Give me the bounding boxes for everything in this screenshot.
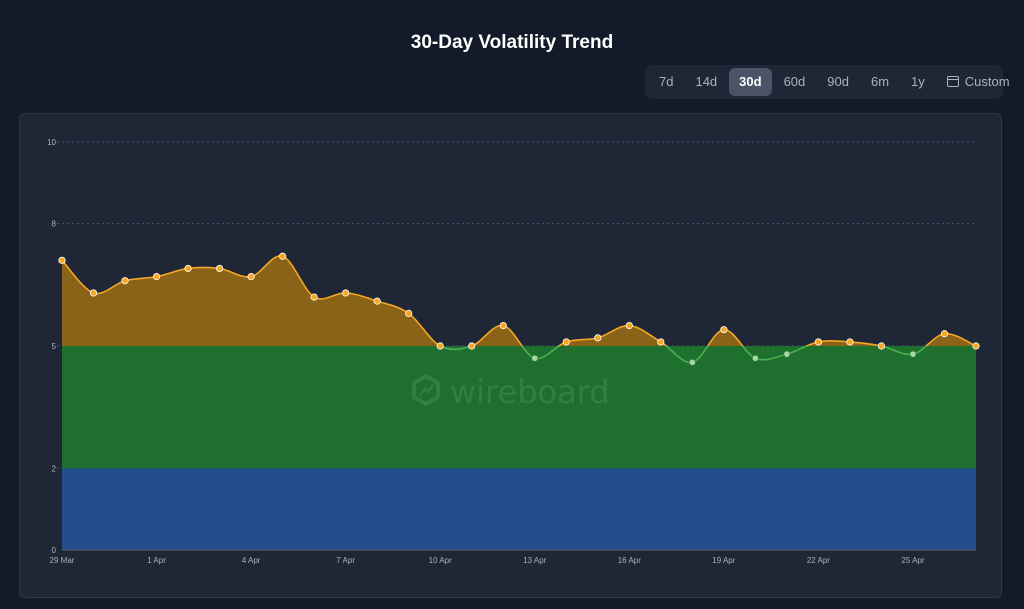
range-button-1y[interactable]: 1y	[911, 74, 925, 89]
data-point-23	[783, 350, 791, 358]
data-point-16	[562, 338, 570, 346]
data-point-29	[972, 342, 980, 350]
watermark-logo-icon	[412, 374, 440, 406]
data-point-27	[909, 350, 917, 358]
data-point-5	[215, 264, 224, 273]
data-point-22	[751, 354, 759, 362]
range-button-90d[interactable]: 90d	[827, 74, 849, 89]
data-point-1	[89, 289, 98, 297]
x-tick-label-9: 25 Apr	[901, 556, 924, 565]
data-point-9	[342, 289, 350, 297]
x-tick-label-8: 22 Apr	[807, 556, 830, 565]
custom-label: Custom	[964, 74, 1010, 89]
data-point-25	[846, 338, 854, 346]
data-point-3	[152, 273, 161, 281]
x-tick-label-7: 19 Apr	[712, 556, 735, 565]
x-tick-label-4: 10 Apr	[429, 556, 452, 565]
x-tick-label-3: 7 Apr	[336, 556, 355, 565]
y-tick-label-10: 10	[47, 138, 56, 147]
data-point-19	[657, 338, 665, 346]
data-point-0	[58, 256, 66, 264]
data-point-17	[594, 334, 602, 342]
data-point-18	[625, 321, 633, 330]
watermark-text: wireboard	[450, 373, 610, 411]
data-point-4	[184, 264, 192, 273]
range-button-14d[interactable]: 14d	[695, 74, 718, 89]
band-1	[62, 346, 976, 469]
band-0	[62, 468, 976, 550]
range-button-60d[interactable]: 60d	[783, 74, 806, 89]
data-point-8	[310, 293, 318, 301]
area-above-threshold	[62, 256, 976, 346]
data-point-10	[373, 297, 381, 305]
range-button-6m[interactable]: 6m	[870, 74, 890, 89]
calendar-icon	[946, 76, 959, 87]
range-button-30d[interactable]: 30d	[729, 68, 772, 96]
x-tick-label-0: 29 Mar	[50, 556, 75, 565]
range-selector: 7d 14d 30d 60d 90d 6m 1y Custom	[645, 65, 1010, 99]
data-point-20	[688, 358, 696, 366]
y-tick-label-2: 2	[52, 464, 57, 473]
range-button-7d[interactable]: 7d	[659, 74, 674, 89]
y-tick-label-5: 5	[52, 342, 57, 351]
data-point-21	[720, 326, 728, 334]
x-tick-label-2: 4 Apr	[242, 556, 261, 565]
data-point-7	[279, 252, 287, 260]
data-point-28	[940, 330, 949, 338]
x-tick-label-1: 1 Apr	[147, 556, 166, 565]
y-tick-label-8: 8	[52, 220, 57, 229]
data-point-6	[247, 273, 255, 281]
y-tick-label-0: 0	[52, 546, 57, 555]
x-tick-label-5: 13 Apr	[523, 556, 546, 565]
chart-title: 30-Day Volatility Trend	[410, 32, 614, 53]
x-tick-label-6: 16 Apr	[618, 556, 641, 565]
data-point-2	[121, 277, 129, 285]
data-point-12	[436, 342, 444, 350]
watermark-logo-line-icon	[419, 384, 435, 396]
range-button-custom[interactable]: Custom	[937, 68, 1020, 96]
data-point-26	[877, 342, 886, 350]
data-point-24	[814, 338, 823, 346]
data-point-13	[468, 342, 476, 350]
data-point-15	[531, 354, 539, 362]
data-point-11	[405, 309, 413, 317]
data-point-14	[499, 321, 507, 330]
